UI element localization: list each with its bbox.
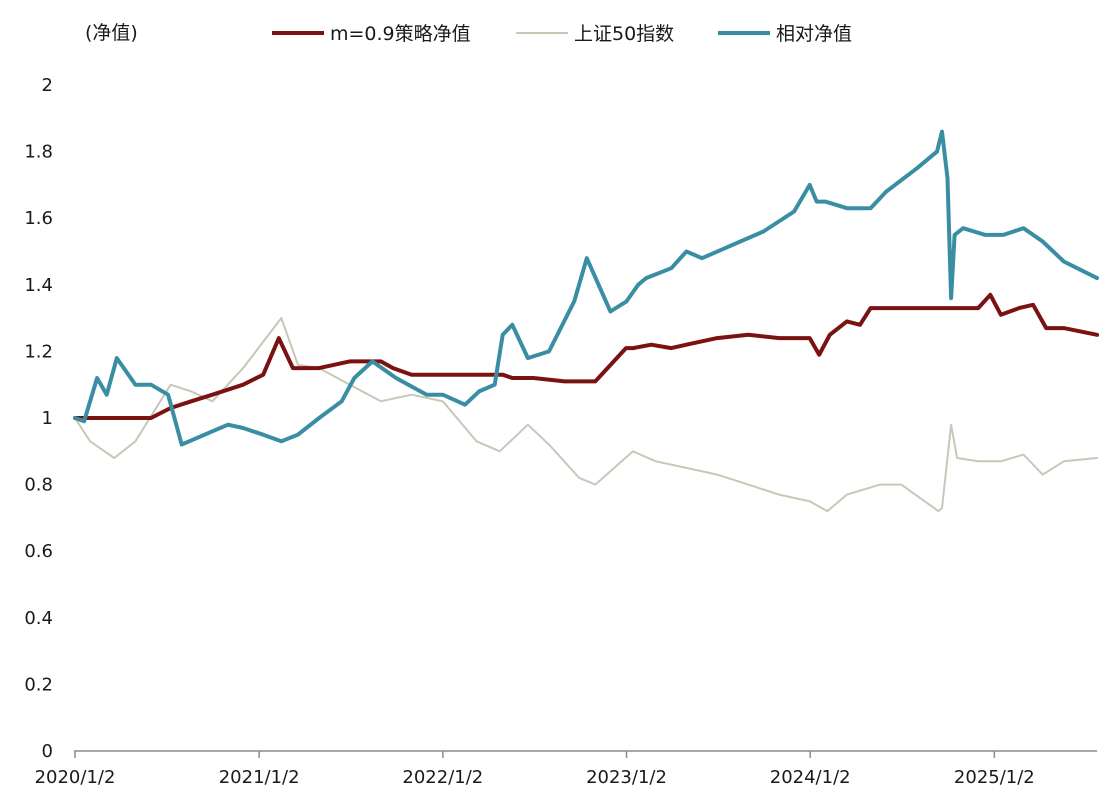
y-tick-label: 1.8 <box>24 142 53 163</box>
y-axis-unit-label: (净值) <box>85 22 138 44</box>
x-tick-label: 2022/1/2 <box>402 767 483 788</box>
x-tick-label: 2023/1/2 <box>586 767 667 788</box>
chart-series <box>73 129 1099 513</box>
y-tick-label: 2 <box>42 75 53 96</box>
x-axis-ticks: 2020/1/2 2021/1/2 2022/1/2 2023/1/2 2024/1/2… <box>35 751 1035 788</box>
y-tick-label: 1 <box>42 408 53 429</box>
y-tick-label: 0.8 <box>24 475 53 496</box>
x-tick-label: 2021/1/2 <box>219 767 300 788</box>
y-tick-label: 0 <box>42 741 53 762</box>
y-tick-label: 1.6 <box>24 208 53 229</box>
y-tick-label: 1.4 <box>24 275 53 296</box>
series-line-2 <box>73 129 1099 447</box>
y-tick-label: 0.4 <box>24 608 53 629</box>
x-tick-label: 2024/1/2 <box>770 767 851 788</box>
chart-legend: (净值) m=0.9策略净值 上证50指数 相对净值 <box>85 22 852 45</box>
series-line-1 <box>74 317 1098 513</box>
y-tick-label: 0.6 <box>24 541 53 562</box>
y-tick-label: 0.2 <box>24 674 53 695</box>
y-tick-label: 1.2 <box>24 341 53 362</box>
legend-label-2: 相对净值 <box>776 23 852 45</box>
series-line-0 <box>73 292 1099 420</box>
y-axis-ticks: 0 0.2 0.4 0.6 0.8 1 1.2 1.4 1.6 1.8 2 <box>24 75 53 762</box>
x-tick-label: 2025/1/2 <box>954 767 1035 788</box>
legend-label-1: 上证50指数 <box>574 23 674 45</box>
x-tick-label: 2020/1/2 <box>35 767 116 788</box>
legend-label-0: m=0.9策略净值 <box>330 23 471 45</box>
